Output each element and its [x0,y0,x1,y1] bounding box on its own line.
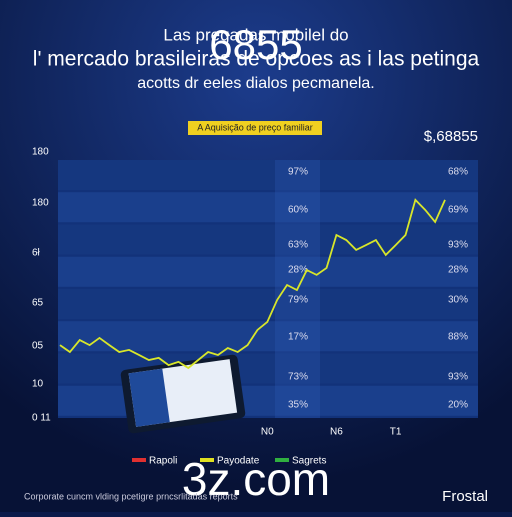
row-band [58,256,478,287]
y-label: 05 [32,341,44,352]
cell-value: 93% [448,372,468,383]
overlay-number: 6855 [209,21,302,68]
legend-swatch [275,458,289,462]
cell-value: 79% [288,295,308,306]
legend-swatch [132,458,146,462]
cell-value: 30% [448,295,468,306]
title-line: l' mercado brasileiras de opcoes as i la… [33,48,480,71]
cell-value: 63% [288,240,308,251]
cell-value: 68% [448,167,468,178]
y-label: 0 11 [32,413,51,424]
cell-value: 35% [288,400,308,411]
cell-value: 97% [288,167,308,178]
y-label: 65 [32,298,44,309]
y-label: 180 [32,198,49,209]
legend-label: Payodate [217,456,260,467]
badge [188,121,322,135]
row-band [58,224,478,255]
y-label: 10 [32,379,44,390]
row-band [58,289,478,319]
legend-label: Rapoli [149,456,177,467]
y-label: 180 [32,147,49,158]
footer-brand: Frostal [442,488,488,505]
cell-value: 88% [448,332,468,343]
row-band [58,160,478,190]
legend-swatch [200,458,214,462]
cell-value: 20% [448,400,468,411]
cell-value: 93% [448,240,468,251]
cell-value: 73% [288,372,308,383]
row-band [58,192,478,223]
badge-text: A Aquisição de preço familiar [197,122,313,132]
subtitle: acotts dr eeles dialos pecmanela. [137,75,374,92]
cell-value: 28% [288,265,308,276]
footer-text: Corporate cuncm vlding pcetigre prncsrli… [24,491,238,501]
price: $,68855 [424,128,478,145]
cell-value: 17% [288,332,308,343]
x-tick-label: T1 [390,427,402,438]
cell-value: 60% [288,205,308,216]
title-line: Las pregadas mobilel do [163,25,348,44]
cell-value: 69% [448,205,468,216]
row-band [58,353,478,384]
cell-value: 28% [448,265,468,276]
row-band [58,385,478,416]
x-tick-label: N6 [330,427,343,438]
data-line [59,198,446,370]
x-tick-label: N0 [261,427,274,438]
tablet [120,354,246,434]
row-band [58,321,478,352]
y-label: 6ł [32,248,41,259]
legend-label: Sagrets [292,456,326,467]
